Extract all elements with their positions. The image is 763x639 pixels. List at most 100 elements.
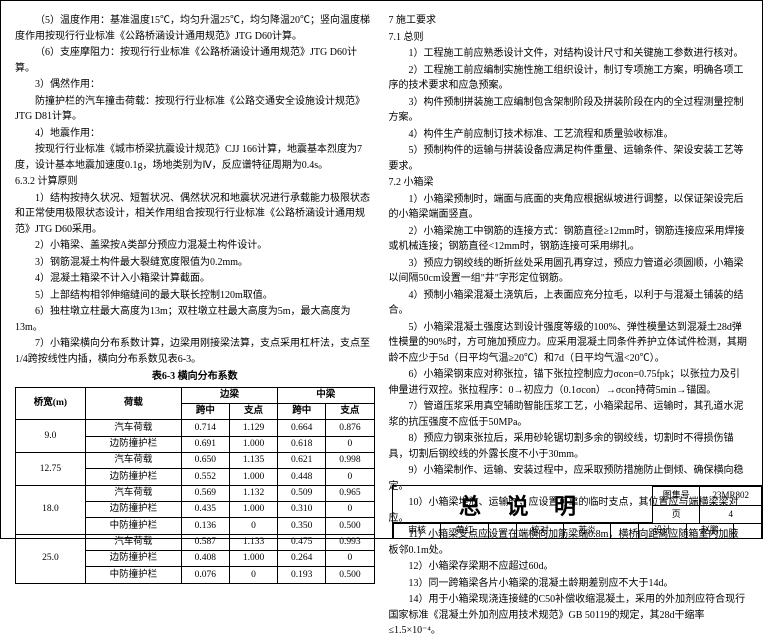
item: 1）结构按持久状况、短暂状况、偶然状况和地震状况进行承载能力极限状态和正常使用极… <box>15 191 375 238</box>
value: 苏炎 <box>563 524 610 538</box>
para: 按现行行业标准《城市桥梁抗震设计规范》CJJ 166计算，地震基本烈度为7度，设… <box>15 142 375 173</box>
signature <box>611 524 639 538</box>
item: 3）构件预制拼装施工应编制包含架制阶段及拼装阶段在内的全过程测量控制方案。 <box>389 95 749 126</box>
cell: 1.000 <box>229 550 277 566</box>
cell: 25.0 <box>16 534 86 583</box>
cell: 0 <box>229 518 277 534</box>
item: 5）上部结构相邻伸缩缝间的最大联长控制120m取值。 <box>15 288 375 304</box>
cell: 汽车荷载 <box>85 452 181 468</box>
cell: 0.350 <box>278 518 326 534</box>
para: （6）支座摩阻力：按现行行业标准《公路桥涵设计通用规范》JTG D60计算。 <box>15 45 375 76</box>
cell: 0.876 <box>326 420 374 436</box>
cell: 1.000 <box>229 501 277 517</box>
th: 支点 <box>326 403 374 419</box>
para: 防撞护栏的汽车撞击荷载：按现行行业标准《公路交通安全设施设计规范》JTG D81… <box>15 94 375 125</box>
item: 4）预制小箱梁混凝土浇筑后，上表面应充分拉毛，以利于与混凝土铺装的结合。 <box>389 288 749 319</box>
value: 4 <box>700 505 762 523</box>
cell: 0 <box>326 469 374 485</box>
cell: 0.618 <box>278 436 326 452</box>
cell: 0.264 <box>278 550 326 566</box>
item: 1）小箱梁预制时，端面与底面的夹角应根据纵坡进行调整，以保证架设完后的小箱梁端面… <box>389 192 749 223</box>
item: 6）小箱梁钢束应对称张拉，锚下张拉控制应力σcon=0.75fpk；以张拉力及引… <box>389 367 749 398</box>
th: 支点 <box>229 403 277 419</box>
cell: 0.448 <box>278 469 326 485</box>
coefficient-table: 桥宽(m) 荷载 边梁 中梁 跨中 支点 跨中 支点 9.0汽车荷载0.7141… <box>15 387 375 584</box>
item: 4）混凝土箱梁不计入小箱梁计算截面。 <box>15 271 375 287</box>
th: 跨中 <box>181 403 229 419</box>
item: 3）钢筋混凝土构件最大裂缝宽度限值为0.2mm。 <box>15 255 375 271</box>
cell: 中防撞护栏 <box>85 518 181 534</box>
cell: 边防撞护栏 <box>85 550 181 566</box>
cell: 0.509 <box>278 485 326 501</box>
cell: 0.569 <box>181 485 229 501</box>
left-column: （5）温度作用：基准温度15℃，均匀升温25℃，均匀降温20℃；竖向温度梯度作用… <box>15 13 375 468</box>
cell: 0 <box>326 550 374 566</box>
table-row: 25.0汽车荷载0.5871.1330.4750.993 <box>16 534 375 550</box>
item: 6）独柱墩立柱最大高度为13m；双柱墩立柱最大高度为5m，最大高度为13m。 <box>15 304 375 335</box>
cell: 边防撞护栏 <box>85 469 181 485</box>
th: 边梁 <box>181 387 277 403</box>
cell: 0.650 <box>181 452 229 468</box>
item: 4）构件生产前应制订技术标准、工艺流程和质量验收标准。 <box>389 127 749 143</box>
cell: 0.691 <box>181 436 229 452</box>
section-head: 7.1 总则 <box>389 30 749 46</box>
section-head: 7.2 小箱梁 <box>389 175 749 191</box>
cell: 0.475 <box>278 534 326 550</box>
th: 中梁 <box>278 387 374 403</box>
item: 2）小箱梁、盖梁按A类部分预应力混凝土构件设计。 <box>15 238 375 254</box>
item: 2）小箱梁施工中钢筋的连接方式：钢筋直径≥12mm时，钢筋连接应采用焊接或机械连… <box>389 224 749 255</box>
cell: 12.75 <box>16 452 86 485</box>
cell: 边防撞护栏 <box>85 436 181 452</box>
label: 校对 <box>516 524 563 538</box>
cell: 0.998 <box>326 452 374 468</box>
para: 3）偶然作用： <box>15 77 375 93</box>
table-row: 18.0汽车荷载0.5691.1320.5090.965 <box>16 485 375 501</box>
cell: 0.076 <box>181 567 229 583</box>
cell: 0.714 <box>181 420 229 436</box>
title-block: 总 说 明 图集号23MR802 页4 审核 黄红 校对 苏炎 设计 赵鹏 <box>392 485 762 538</box>
signature <box>488 524 516 538</box>
cell: 汽车荷载 <box>85 534 181 550</box>
value: 23MR802 <box>700 487 762 506</box>
th: 桥宽(m) <box>16 387 86 420</box>
cell: 0 <box>326 436 374 452</box>
cell: 1.135 <box>229 452 277 468</box>
table-row: 12.75汽车荷载0.6501.1350.6210.998 <box>16 452 375 468</box>
cell: 0.621 <box>278 452 326 468</box>
item: 13）同一跨箱梁各片小箱梁的混凝土龄期差别应不大于14d。 <box>389 576 749 592</box>
cell: 0 <box>229 567 277 583</box>
cell: 汽车荷载 <box>85 420 181 436</box>
cell: 0.310 <box>278 501 326 517</box>
item: 7）小箱梁横向分布系数计算，边梁用刚接梁法算，支点采用杠杆法，支点至1/4跨按线… <box>15 336 375 367</box>
item: 12）小箱梁存梁期不应超过60d。 <box>389 559 749 575</box>
cell: 18.0 <box>16 485 86 534</box>
item: 2）工程施工前应编制实施性施工组织设计，制订专项施工方案，明确各项工序的技术要求… <box>389 63 749 94</box>
cell: 1.129 <box>229 420 277 436</box>
section-head: 7 施工要求 <box>389 13 749 29</box>
item: 3）预应力钢绞线的断折丝处采用圆孔再穿过，预应力管道必须圆顺，小箱梁以间隔50c… <box>389 256 749 287</box>
cell: 0.552 <box>181 469 229 485</box>
label: 审核 <box>394 524 441 538</box>
item: 1）工程施工前应熟悉设计文件，对结构设计尺寸和关键施工参数进行核对。 <box>389 46 749 62</box>
cell: 1.132 <box>229 485 277 501</box>
para: 4）地震作用： <box>15 126 375 142</box>
item: 5）预制构件的运输与拼装设备应满足构件重量、运输条件、架设安装工艺等要求。 <box>389 143 749 174</box>
item: 14）用于小箱梁现浇连接缝的C50补偿收缩混凝土，采用的外加剂应符合现行国家标准… <box>389 592 749 639</box>
item: 7）管道压浆采用真空辅助智能压浆工艺，小箱梁起吊、运输时，其孔道水泥浆的抗压强度… <box>389 399 749 430</box>
item: 5）小箱梁混凝土强度达到设计强度等级的100%、弹性模量达到混凝土28d弹性模量… <box>389 320 749 367</box>
signature <box>734 524 762 538</box>
th: 跨中 <box>278 403 326 419</box>
cell: 0.500 <box>326 518 374 534</box>
cell: 1.000 <box>229 469 277 485</box>
label: 图集号 <box>653 487 700 506</box>
cell: 0.136 <box>181 518 229 534</box>
page-title: 总 说 明 <box>393 486 652 523</box>
cell: 0.993 <box>326 534 374 550</box>
cell: 0 <box>326 501 374 517</box>
cell: 中防撞护栏 <box>85 567 181 583</box>
value: 赵鹏 <box>686 524 733 538</box>
right-column: 7 施工要求 7.1 总则 1）工程施工前应熟悉设计文件，对结构设计尺寸和关键施… <box>389 13 749 468</box>
label: 设计 <box>639 524 686 538</box>
cell: 0.500 <box>326 567 374 583</box>
table-row: 9.0汽车荷载0.7141.1290.6640.876 <box>16 420 375 436</box>
